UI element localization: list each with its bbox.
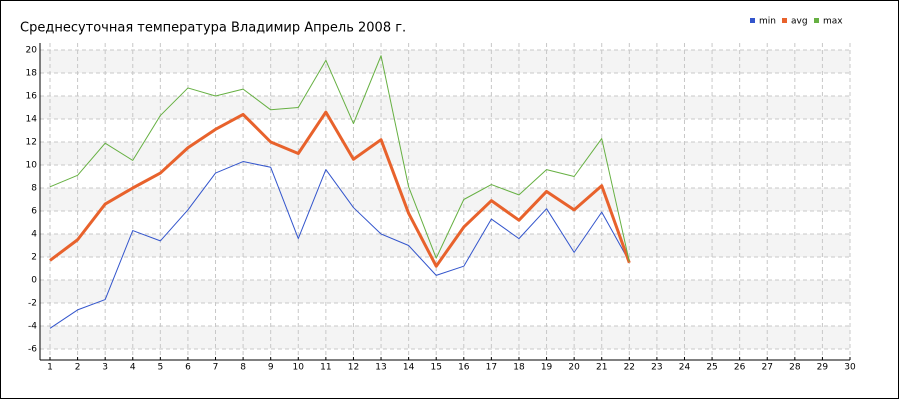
x-tick-label: 20 bbox=[568, 363, 580, 373]
y-tick-label: 18 bbox=[26, 69, 38, 79]
x-tick-label: 14 bbox=[403, 363, 415, 373]
y-tick-label: 8 bbox=[31, 184, 37, 194]
legend-label: max bbox=[823, 17, 843, 27]
series-line bbox=[49, 161, 630, 329]
y-tick-label: 4 bbox=[31, 230, 37, 240]
x-tick-label: 28 bbox=[789, 363, 801, 373]
x-tick-label: 27 bbox=[762, 363, 773, 373]
x-tick-label: 15 bbox=[430, 363, 441, 373]
x-tick-label: 9 bbox=[268, 363, 274, 373]
y-tick-label: 6 bbox=[31, 207, 37, 217]
x-tick-label: 8 bbox=[240, 363, 246, 373]
y-tick-label: 2 bbox=[31, 253, 37, 263]
y-tick-label: 0 bbox=[31, 276, 37, 286]
x-tick-label: 16 bbox=[458, 363, 470, 373]
x-tick-label: 12 bbox=[348, 363, 359, 373]
x-tick-label: 11 bbox=[320, 363, 331, 373]
x-tick-label: 25 bbox=[706, 363, 717, 373]
x-tick-label: 23 bbox=[651, 363, 662, 373]
chart-title: Среднесуточная температура Владимир Апре… bbox=[20, 21, 406, 36]
legend-swatch bbox=[750, 18, 755, 23]
legend-swatch bbox=[782, 18, 787, 23]
grid-band bbox=[40, 188, 850, 211]
x-tick-label: 4 bbox=[130, 363, 136, 373]
x-tick-label: 30 bbox=[844, 363, 856, 373]
x-tick-label: 21 bbox=[596, 363, 607, 373]
x-tick-label: 24 bbox=[679, 363, 691, 373]
x-tick-label: 5 bbox=[157, 363, 163, 373]
grid-band bbox=[40, 50, 850, 73]
y-tick-label: 20 bbox=[26, 46, 38, 56]
legend-swatch bbox=[814, 18, 819, 23]
x-tick-label: 10 bbox=[293, 363, 305, 373]
y-tick-label: -2 bbox=[28, 299, 37, 309]
grid-band bbox=[40, 280, 850, 303]
grid-band bbox=[40, 234, 850, 257]
legend-label: min bbox=[759, 17, 776, 27]
x-tick-label: 1 bbox=[47, 363, 53, 373]
x-tick-label: 18 bbox=[513, 363, 525, 373]
x-tick-label: 17 bbox=[486, 363, 497, 373]
x-tick-label: 13 bbox=[375, 363, 386, 373]
x-tick-label: 6 bbox=[185, 363, 191, 373]
grid-band bbox=[40, 96, 850, 119]
legend-label: avg bbox=[791, 17, 808, 27]
y-tick-label: 14 bbox=[26, 115, 38, 125]
x-tick-label: 3 bbox=[102, 363, 108, 373]
grid-band bbox=[40, 326, 850, 349]
y-tick-label: 16 bbox=[26, 92, 38, 102]
x-tick-label: 26 bbox=[734, 363, 746, 373]
y-tick-label: -4 bbox=[28, 322, 37, 332]
y-tick-label: 12 bbox=[26, 138, 37, 148]
series-line bbox=[49, 55, 630, 262]
x-tick-label: 2 bbox=[75, 363, 81, 373]
x-tick-label: 22 bbox=[624, 363, 635, 373]
y-tick-label: 10 bbox=[26, 161, 38, 171]
x-tick-label: 29 bbox=[817, 363, 829, 373]
y-tick-label: -6 bbox=[28, 345, 37, 355]
x-tick-label: 7 bbox=[213, 363, 219, 373]
grid-band bbox=[40, 142, 850, 165]
series-line bbox=[49, 110, 631, 268]
x-tick-label: 19 bbox=[541, 363, 553, 373]
